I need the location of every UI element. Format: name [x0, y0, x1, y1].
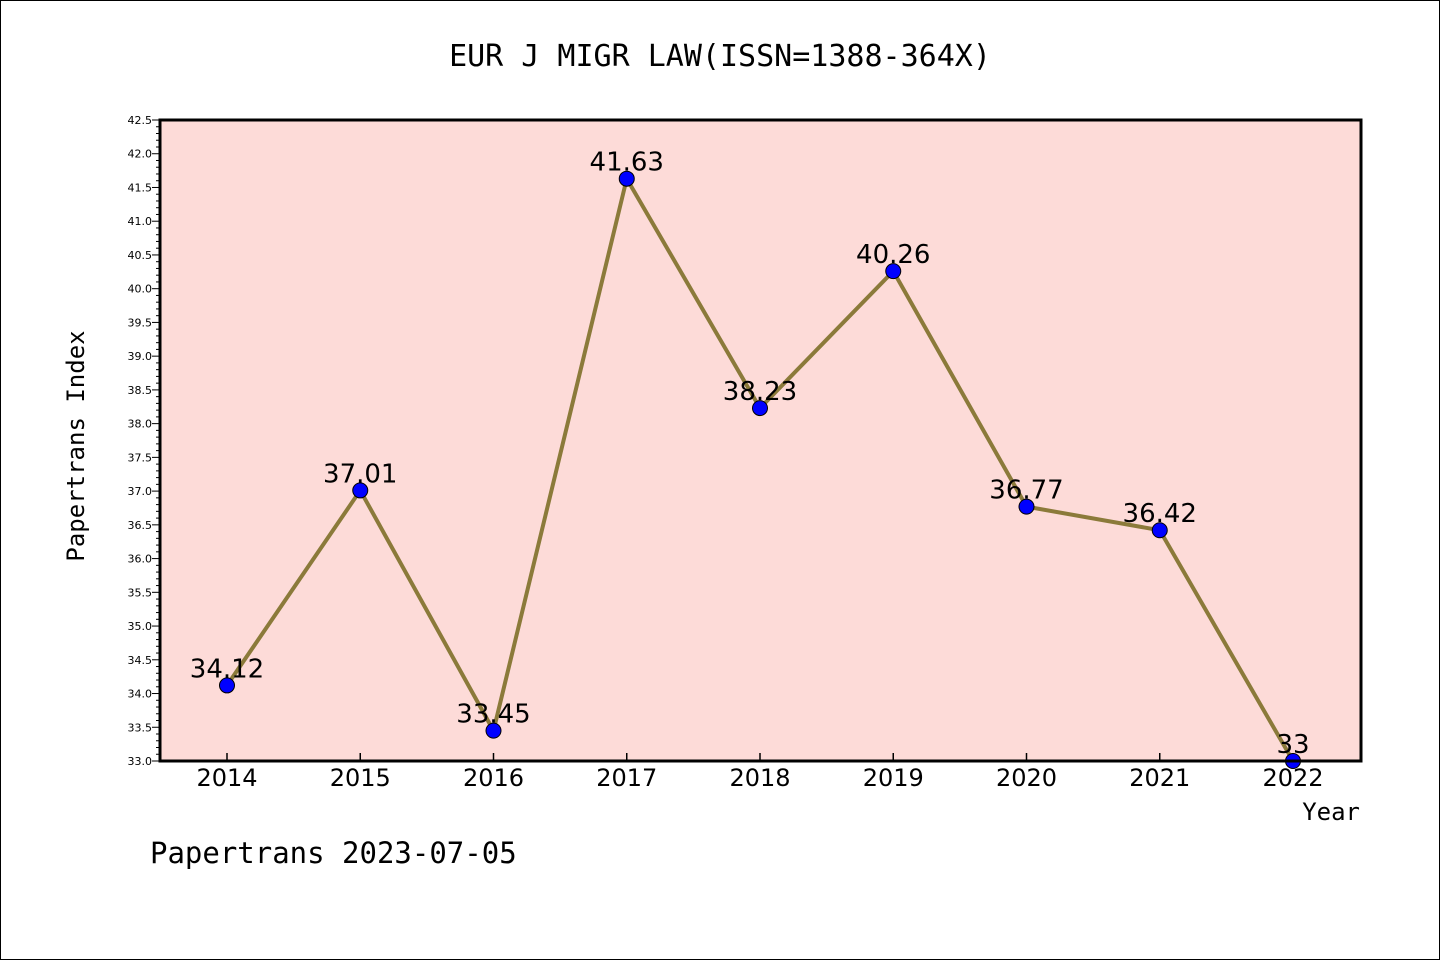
data-label: 37.01 [323, 459, 397, 489]
y-tick-label: 41.0 [128, 215, 153, 228]
data-label: 33.45 [456, 700, 530, 730]
y-tick-label: 36.5 [128, 519, 153, 532]
data-point [885, 263, 902, 280]
x-tick-label: 2019 [863, 764, 924, 792]
data-label: 36.77 [989, 476, 1063, 506]
x-tick-label: 2016 [463, 764, 524, 792]
data-label: 33 [1276, 730, 1309, 760]
footer-text: Papertrans 2023-07-05 [150, 836, 517, 870]
data-point [1018, 498, 1035, 515]
y-tick-label: 38.5 [128, 384, 153, 397]
series-line-segment [1024, 504, 1162, 533]
x-tick-label: 2015 [330, 764, 391, 792]
y-tick-label: 41.5 [128, 181, 153, 194]
x-tick-label: 2017 [596, 764, 657, 792]
x-tick-label: 2018 [729, 764, 790, 792]
data-point [485, 722, 502, 739]
x-tick-label: 2014 [196, 764, 257, 792]
series-line-segment [225, 488, 363, 688]
y-tick-label: 42.5 [128, 114, 153, 127]
x-tick-label: 2020 [996, 764, 1057, 792]
series-line-segment [1157, 528, 1295, 763]
data-point [352, 482, 369, 499]
data-label: 36.42 [1123, 499, 1197, 529]
y-tick-label: 35.5 [128, 586, 153, 599]
y-tick-label: 37.0 [128, 485, 153, 498]
series-line-segment [358, 488, 496, 733]
data-point [752, 400, 768, 417]
y-tick-label: 40.5 [128, 249, 153, 262]
series-line-segment [491, 176, 629, 733]
y-tick-label: 34.0 [128, 688, 153, 701]
y-tick-label: 38.0 [128, 418, 153, 431]
series-line-segment [891, 269, 1029, 509]
series-line-segment [758, 269, 896, 411]
y-tick-label: 42.0 [128, 148, 153, 161]
y-tick-label: 39.5 [128, 316, 153, 329]
data-label: 38.23 [723, 377, 797, 407]
y-tick-label: 35.0 [128, 620, 153, 633]
series-line-segment [624, 176, 762, 411]
x-tick-label: 2021 [1129, 764, 1190, 792]
y-tick-label: 40.0 [128, 283, 153, 296]
y-tick-label: 39.0 [128, 350, 153, 363]
data-point [219, 677, 235, 694]
plot-area-border [158, 118, 1363, 763]
plot-area-background [160, 120, 1361, 761]
y-tick-label: 33.5 [128, 721, 153, 734]
data-label: 34.12 [190, 654, 264, 684]
y-tick-label: 33.0 [128, 755, 153, 768]
data-series: 34.12 37.01 33.45 41.63 38.23 40.26 36.77 36.42… [190, 148, 1310, 769]
chart-title: EUR J MIGR LAW(ISSN=1388-364X) [449, 39, 991, 74]
x-axis-label: Year [1302, 798, 1360, 826]
y-tick-label: 34.5 [128, 654, 153, 667]
y-axis-ticks: 33.0 33.5 34.0 34.5 35.0 35.5 36.0 36.5 37.0 37.5… [128, 114, 160, 768]
data-label: 41.63 [590, 148, 664, 178]
y-tick-label: 37.5 [128, 451, 153, 464]
x-axis-ticks: 2014 2015 2016 2017 2018 2019 2020 2021 2022 [196, 753, 1324, 792]
y-axis-label: Papertrans Index [62, 330, 90, 561]
data-point [1151, 522, 1168, 539]
y-tick-label: 36.0 [128, 553, 153, 566]
data-label: 40.26 [856, 240, 930, 270]
data-point [618, 170, 635, 187]
